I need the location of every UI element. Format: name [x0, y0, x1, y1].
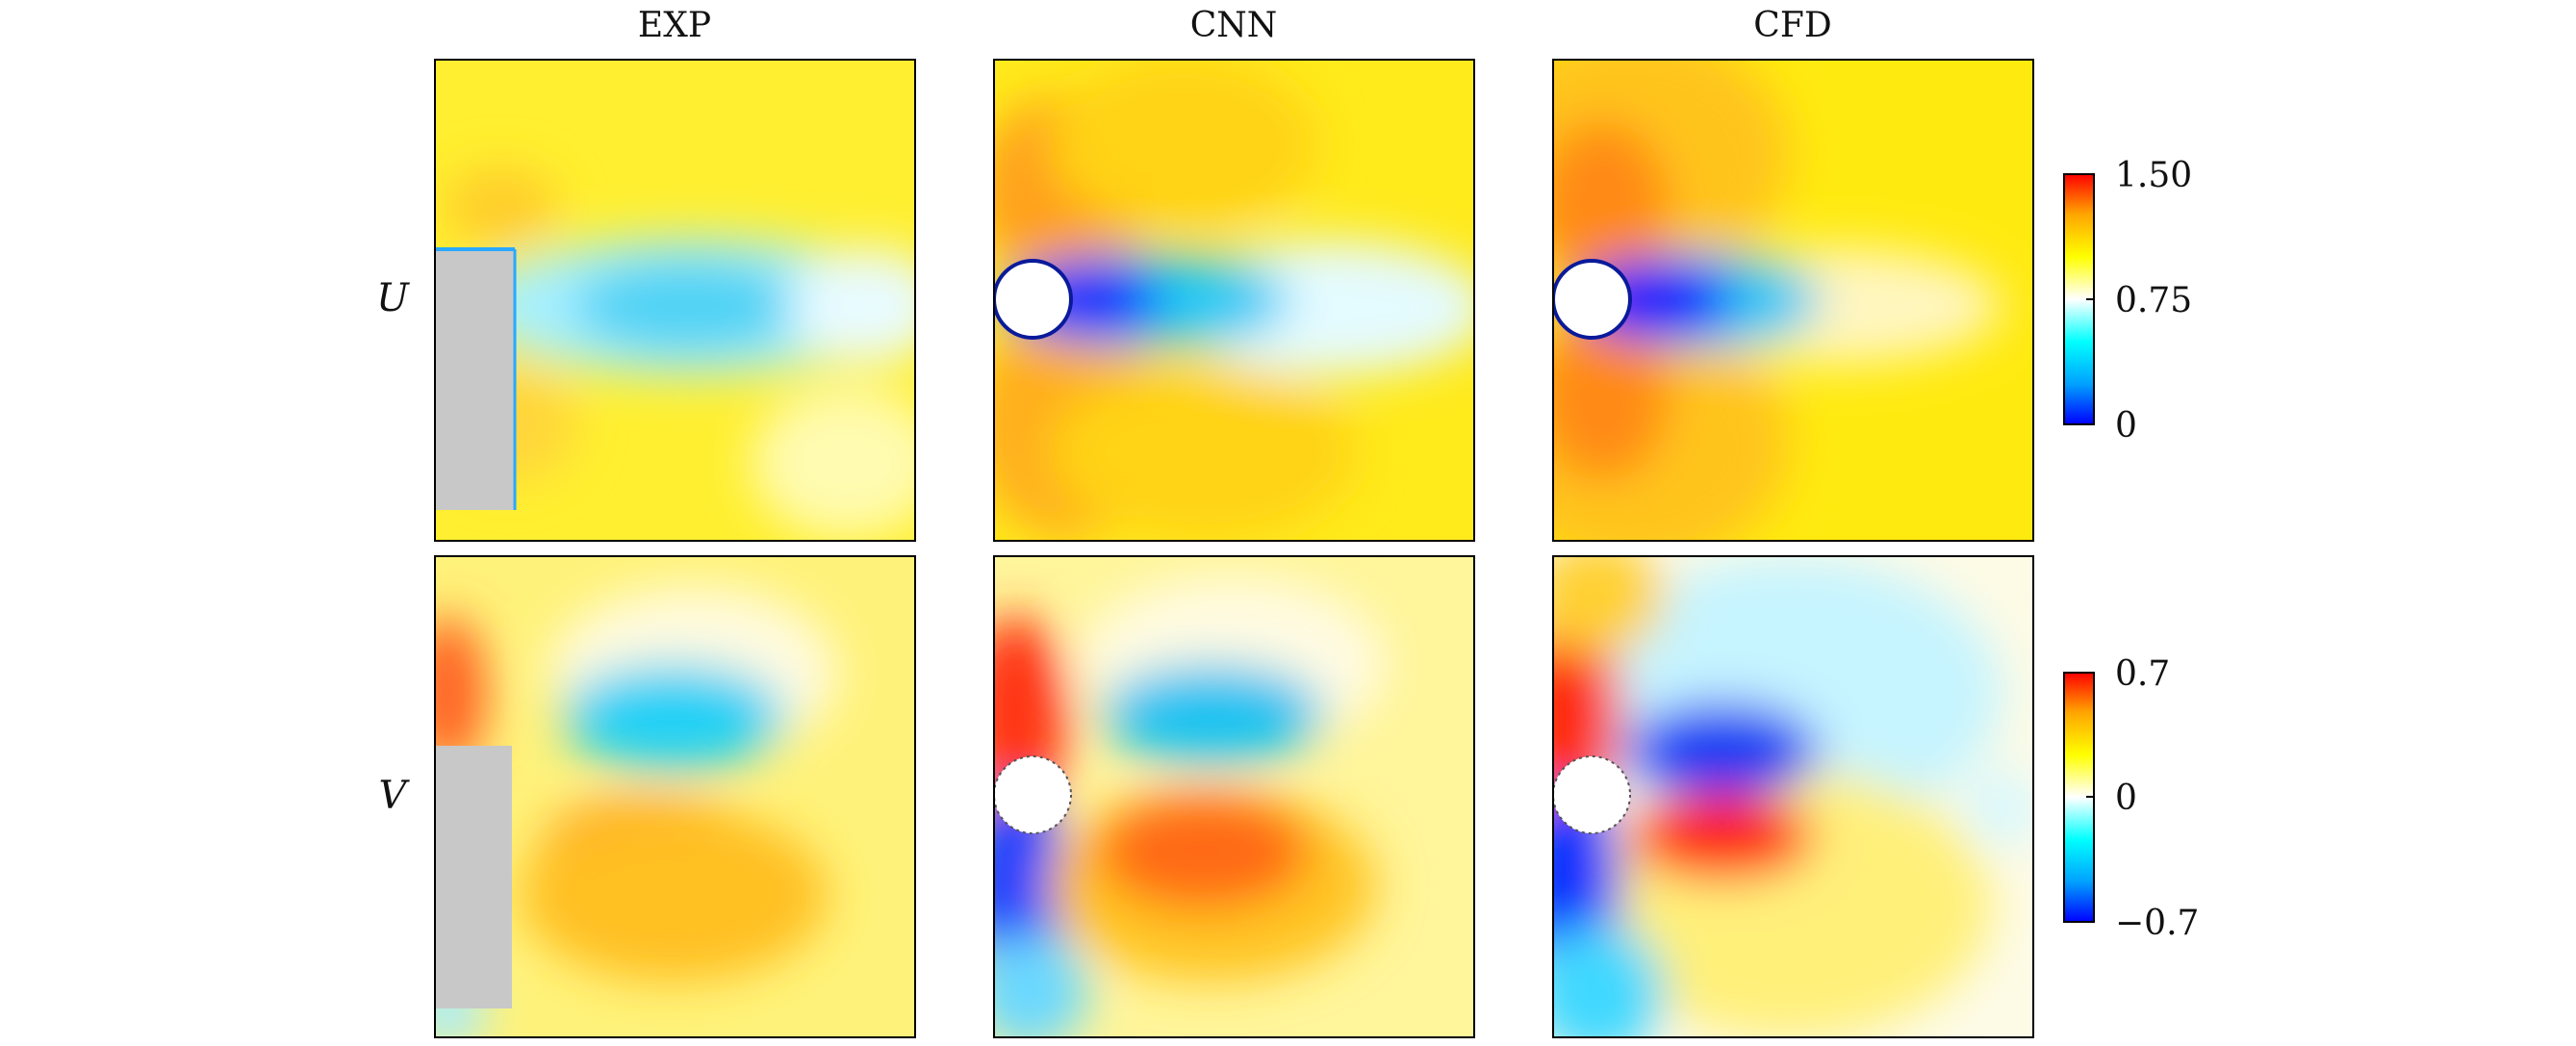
body-block [435, 248, 515, 510]
freestream-upper [1049, 60, 1318, 231]
panel-frame [993, 555, 1475, 1038]
wake-pale-region [789, 248, 915, 364]
positive-lobe [1097, 794, 1309, 909]
panel-frame [434, 59, 916, 542]
negative-lobe-upstream-tail [994, 933, 1087, 1037]
negative-lobe [563, 664, 784, 770]
row-label-u: U [376, 276, 410, 320]
body-block [435, 746, 512, 1008]
colorbar-tick-label: 0.7 [2115, 654, 2170, 694]
colorbar-tick-label: 1.50 [2115, 156, 2192, 195]
colorbar-v: 0.7 0 −0.7 [2063, 654, 2199, 943]
cylinder-body [994, 755, 1072, 834]
panel-v-cfd [1552, 555, 2034, 1038]
column-title-exp: EXP [638, 6, 711, 45]
pale-region-lower-right [751, 385, 915, 539]
positive-lobe [1631, 794, 1814, 880]
colorbar-tick-label: 0 [2115, 406, 2137, 446]
pale-region-lower-right [1963, 770, 2033, 847]
positive-lobe-upstream [435, 616, 486, 770]
colorbar-u: 1.50 0.75 0 [2063, 156, 2192, 446]
colorbar-tick-label: 0 [2115, 778, 2137, 818]
positive-lobe-upstream-tail [1553, 556, 1665, 654]
wake-core-region [573, 260, 803, 352]
column-title-cfd: CFD [1753, 6, 1831, 45]
panel-frame [993, 59, 1475, 542]
colorbar-tick-label: 0.75 [2115, 281, 2192, 320]
negative-lobe-upstream [994, 789, 1068, 982]
cylinder-body [1553, 755, 1631, 834]
negative-lobe [1102, 664, 1323, 764]
accelerated-flow-lower [1553, 308, 1670, 481]
negative-lobe [1626, 702, 1819, 799]
positive-lobe-upstream [994, 616, 1068, 808]
row-label-v: V [379, 774, 411, 818]
panel-v-exp [434, 555, 916, 1038]
panel-frame [1552, 59, 2034, 542]
positive-lobe-halo [520, 808, 828, 982]
accelerated-flow-upper [1553, 120, 1670, 293]
panel-frame [1552, 555, 2034, 1038]
cylinder-body [994, 259, 1073, 340]
cylinder-body [1553, 259, 1632, 340]
column-title-cnn: CNN [1190, 6, 1278, 45]
panel-frame [434, 555, 916, 1038]
panel-u-cfd [1552, 59, 2034, 542]
colorbar-tick-label: −0.7 [2115, 904, 2199, 943]
panel-v-cnn [993, 555, 1475, 1038]
negative-lobe-upstream-tail [1553, 924, 1665, 1037]
panel-u-exp [434, 59, 916, 542]
accelerated-flow-upper [443, 168, 558, 245]
panel-u-cnn [993, 59, 1475, 542]
freestream-lower [1049, 366, 1357, 539]
